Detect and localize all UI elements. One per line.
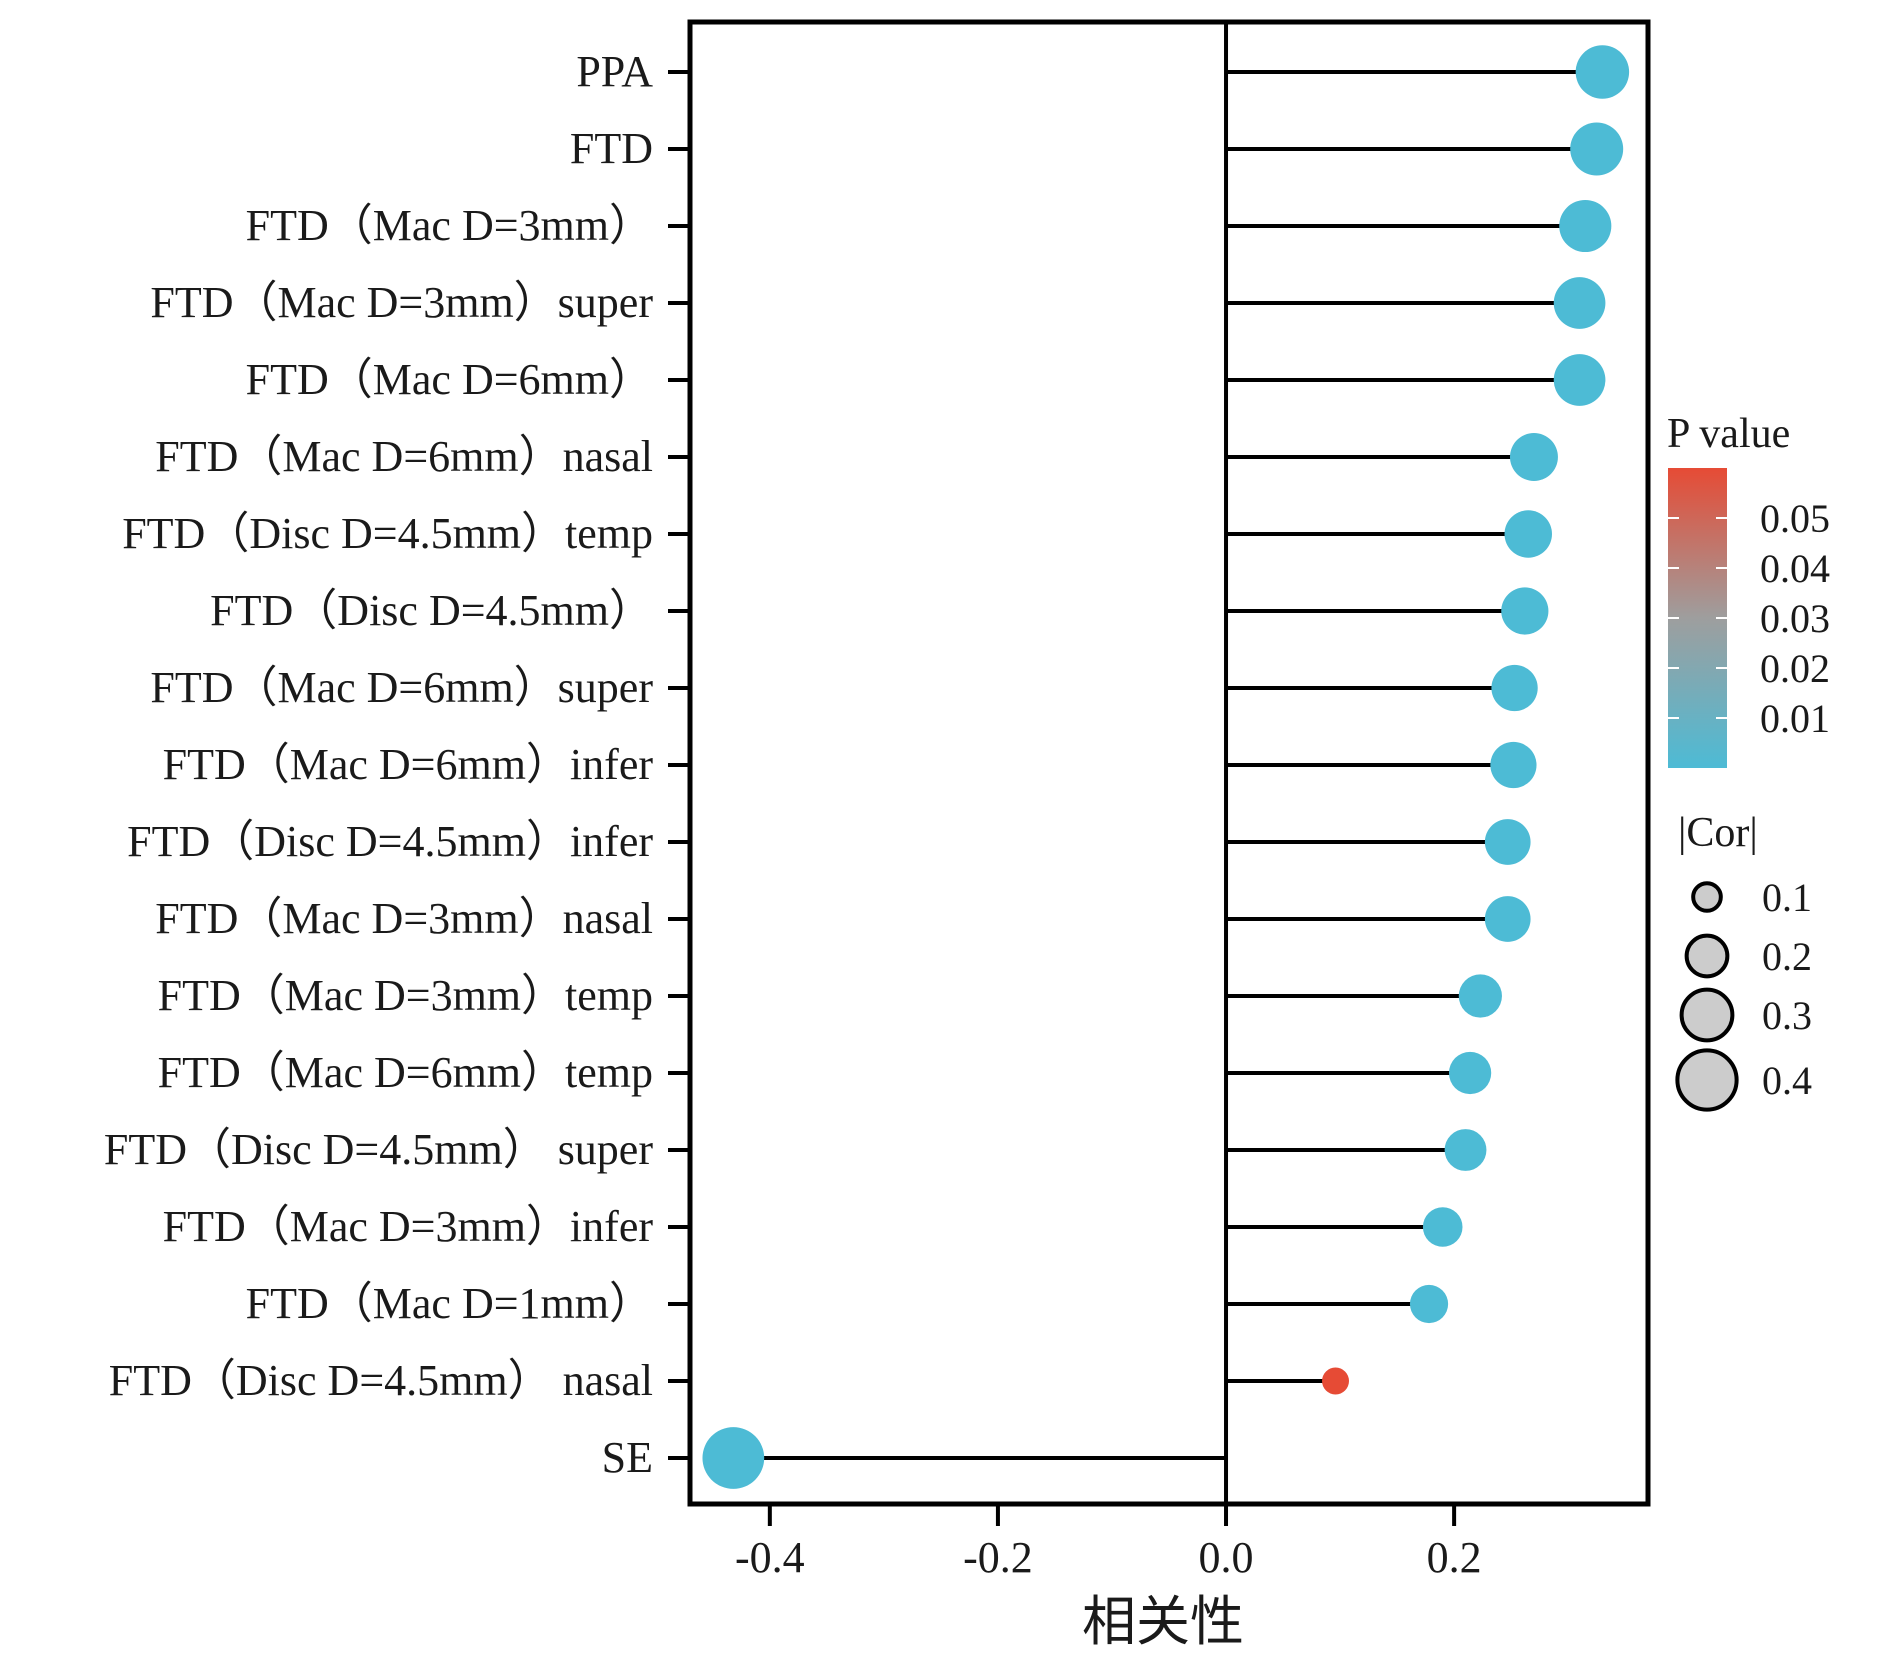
panel-border <box>687 19 1651 1507</box>
lollipop-point <box>1504 510 1552 558</box>
lollipop-point <box>1458 974 1502 1018</box>
size-legend-label: 0.1 <box>1762 875 1812 920</box>
color-legend-label: 0.01 <box>1760 696 1830 741</box>
lollipop-point <box>1559 199 1612 253</box>
x-tick-label: 0.0 <box>1199 1533 1254 1582</box>
y-tick-label: FTD（Disc D=4.5mm） nasal <box>109 1356 653 1405</box>
y-tick-label: FTD（Mac D=6mm）super <box>150 663 653 712</box>
lollipop-point <box>1422 1207 1463 1247</box>
lollipop-point <box>1570 122 1624 176</box>
size-legend-label: 0.3 <box>1762 993 1812 1038</box>
y-tick-label: PPA <box>576 47 653 96</box>
lollipop-point <box>1444 1129 1487 1171</box>
lollipop-point <box>1553 277 1606 329</box>
x-tick-label: -0.4 <box>735 1533 805 1582</box>
color-legend-label: 0.04 <box>1760 546 1830 591</box>
lollipop-point <box>1484 896 1531 942</box>
size-legend-key <box>1675 1048 1739 1112</box>
lollipop-point <box>1491 664 1538 712</box>
size-legend-key <box>1691 881 1723 913</box>
size-legend-label: 0.2 <box>1762 934 1812 979</box>
y-tick-label: FTD（Mac D=6mm） <box>246 355 653 404</box>
y-tick-label: FTD（Mac D=6mm）nasal <box>155 432 653 481</box>
size-legend-key <box>1679 987 1735 1043</box>
axes: PPA FTD FTD（Mac D=3mm） FTD（Mac D=3mm）super F… <box>104 19 1651 1582</box>
lollipop-point <box>1409 1284 1449 1324</box>
y-tick-label: FTD <box>570 124 653 173</box>
y-tick-label: FTD（Mac D=6mm）infer <box>163 740 654 789</box>
plot-area <box>702 22 1630 1504</box>
y-tick-label: FTD（Mac D=3mm）temp <box>158 971 653 1020</box>
color-legend-label: 0.02 <box>1760 646 1830 691</box>
y-tick-label: FTD（Disc D=4.5mm）temp <box>122 509 653 558</box>
y-tick-label: FTD（Mac D=3mm）infer <box>163 1202 654 1251</box>
lollipop-point <box>1322 1367 1350 1395</box>
lollipop-point <box>1501 587 1549 635</box>
y-tick-label: FTD（Mac D=1mm） <box>246 1279 653 1328</box>
lollipop-point <box>1490 741 1537 789</box>
lollipop-point <box>1484 819 1531 865</box>
color-legend-title: P value <box>1667 411 1790 457</box>
lollipop-point <box>1448 1051 1492 1095</box>
y-tick-label: FTD（Disc D=4.5mm）infer <box>127 817 653 866</box>
y-tick-label: SE <box>602 1433 653 1482</box>
size-legend-title: |Cor| <box>1678 810 1758 856</box>
y-tick-label: FTD（Mac D=6mm）temp <box>158 1048 653 1097</box>
y-tick-label: FTD（Disc D=4.5mm） super <box>104 1125 653 1174</box>
lollipop-point <box>702 1427 765 1489</box>
y-tick-label: FTD（Disc D=4.5mm） <box>210 586 653 635</box>
y-tick-label: FTD（Mac D=3mm）super <box>150 278 653 327</box>
lollipop-point <box>1575 45 1630 99</box>
lollipop-point <box>1553 354 1606 406</box>
x-axis-title: 相关性 <box>1082 1592 1244 1652</box>
size-legend-key <box>1684 933 1730 979</box>
y-tick-label: FTD（Mac D=3mm）nasal <box>155 894 653 943</box>
color-legend-label: 0.03 <box>1760 596 1830 641</box>
x-tick-label: 0.2 <box>1427 1533 1482 1582</box>
x-tick-label: -0.2 <box>963 1533 1033 1582</box>
lollipop-point <box>1509 433 1558 481</box>
y-tick-label: FTD（Mac D=3mm） <box>246 201 653 250</box>
size-legend-label: 0.4 <box>1762 1058 1812 1103</box>
legend: P value 0.05 0.04 0.03 0.02 0.01 |Cor|0.1 0.2 0.… <box>1667 411 1830 1112</box>
color-legend-label: 0.05 <box>1760 496 1830 541</box>
